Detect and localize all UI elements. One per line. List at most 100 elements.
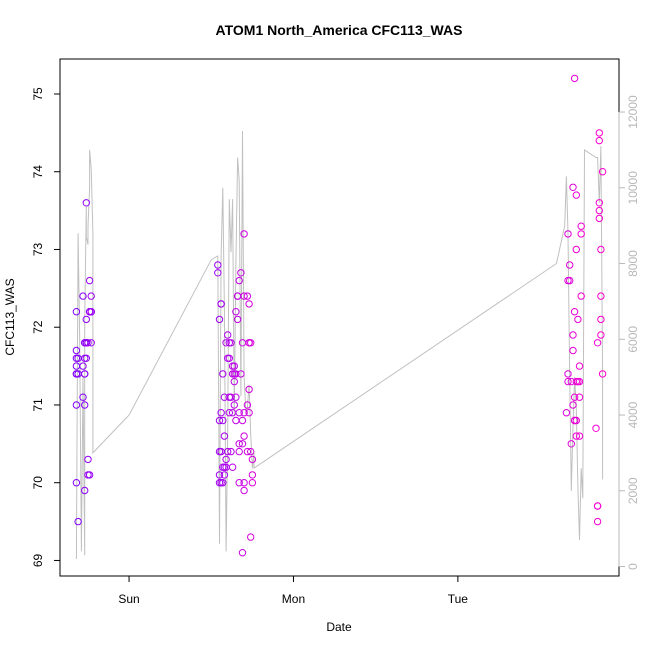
data-point (230, 401, 239, 409)
data-point (567, 440, 575, 448)
data-point (87, 339, 95, 347)
plot-frame (59, 58, 620, 577)
data-point (222, 455, 230, 464)
series-line-path (75, 130, 604, 560)
data-point (74, 517, 82, 526)
y-axis-left: 69 70 71 72 73 74 75 (31, 87, 61, 567)
data-point (214, 269, 222, 277)
data-point (219, 479, 227, 487)
series-points (72, 74, 607, 557)
data-point (572, 191, 580, 199)
data-point (577, 230, 585, 238)
data-point (575, 432, 584, 440)
x-tick-label: Tue (448, 592, 469, 606)
data-point (87, 292, 95, 300)
data-point (79, 362, 87, 370)
data-point (225, 354, 234, 362)
data-point (247, 339, 255, 347)
data-point (81, 401, 89, 409)
data-point (577, 222, 585, 230)
data-point (593, 339, 602, 347)
y-tick-label-left: 75 (31, 87, 45, 101)
data-point (569, 401, 577, 409)
data-point (570, 393, 579, 401)
data-point (598, 370, 607, 378)
y-tick-label-right: 10000 (626, 171, 640, 205)
data-point (595, 214, 603, 223)
y-tick-label-right: 4000 (626, 401, 640, 428)
data-point (240, 432, 248, 440)
data-point (230, 377, 239, 386)
data-point (215, 471, 224, 479)
data-point (84, 339, 92, 347)
x-axis: Sun Mon Tue (118, 575, 469, 606)
y-tick-label-left: 73 (31, 242, 45, 256)
data-point (233, 315, 242, 324)
data-point (222, 339, 230, 347)
data-point (232, 416, 240, 425)
data-point (72, 362, 81, 370)
data-point (217, 409, 225, 417)
data-point (225, 409, 234, 417)
x-tick-label: Sun (118, 592, 139, 606)
data-point (79, 292, 87, 300)
data-point (219, 370, 227, 378)
data-point (82, 199, 91, 207)
y-axis-label: CFC113_WAS (3, 278, 17, 355)
data-point (72, 308, 81, 316)
data-point (593, 502, 602, 510)
data-point (85, 276, 94, 285)
y-tick-label-left: 71 (31, 398, 45, 412)
data-point (572, 432, 580, 440)
data-point (598, 168, 607, 176)
y-tick-label-left: 74 (31, 165, 45, 179)
x-tick-label: Mon (282, 592, 305, 606)
y-tick-label-right: 12000 (626, 95, 640, 129)
data-point (243, 292, 252, 300)
chart-title: ATOM1 North_America CFC113_WAS (216, 22, 463, 38)
x-axis-label: Date (326, 620, 352, 634)
data-point (562, 409, 571, 417)
data-point (219, 416, 227, 425)
data-point (564, 377, 572, 386)
data-point (238, 416, 247, 425)
data-point (245, 385, 253, 394)
y-tick-label-left: 69 (31, 553, 45, 567)
data-point (575, 393, 584, 401)
y-tick-label-left: 70 (31, 476, 45, 490)
data-point (232, 393, 240, 401)
data-point (235, 409, 243, 417)
data-point (81, 486, 89, 495)
y-axis-right: 0 2000 4000 6000 8000 10000 12000 (618, 95, 640, 570)
data-point (240, 292, 248, 300)
data-point (232, 308, 240, 316)
data-point (240, 479, 248, 487)
data-point (235, 276, 243, 285)
data-point (566, 261, 574, 269)
data-point (597, 245, 605, 254)
data-point (72, 401, 81, 409)
data-point (247, 533, 255, 541)
data-point (72, 346, 81, 355)
data-point (248, 471, 257, 479)
data-point (238, 440, 247, 448)
data-point (572, 416, 580, 425)
y-tick-label-right: 6000 (626, 326, 640, 353)
data-point (595, 199, 603, 207)
data-point (228, 463, 237, 471)
data-point (227, 339, 235, 347)
data-point (87, 308, 95, 316)
data-point (243, 447, 252, 456)
data-point (248, 479, 257, 487)
data-point (574, 315, 582, 324)
data-point (243, 401, 252, 409)
data-point (592, 424, 600, 432)
data-point (575, 377, 584, 386)
data-point (245, 300, 253, 308)
data-point (597, 331, 605, 339)
data-point (82, 354, 91, 362)
y-tick-label-right: 8000 (626, 250, 640, 277)
data-point (248, 455, 257, 464)
data-point (572, 245, 580, 254)
data-point (237, 370, 245, 378)
